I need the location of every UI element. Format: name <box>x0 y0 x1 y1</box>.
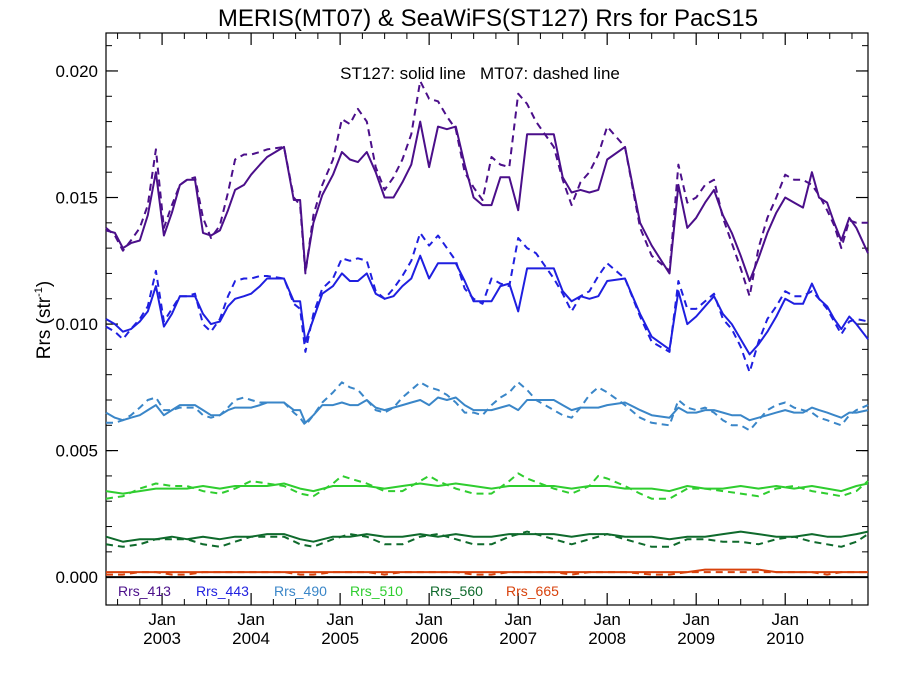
x-tick-label-year: 2006 <box>410 629 448 648</box>
series-rrs-560-dashed-line <box>105 530 869 548</box>
legend: Rrs_413 Rrs_443 Rrs_490 Rrs_510 Rrs_560 Rrs_6… <box>118 583 559 599</box>
x-tick-label-year: 2004 <box>232 629 270 648</box>
series-rrs-413-solid-line <box>105 120 869 282</box>
x-tick-label-year: 2007 <box>499 629 537 648</box>
series-rrs-510-solid-line <box>105 482 869 495</box>
y-tick-label: 0.020 <box>55 62 98 81</box>
series-rrs-413-dashed-line <box>105 80 868 298</box>
series-rrs-665-solid-line <box>106 568 868 574</box>
x-tick-label-year: 2009 <box>677 629 715 648</box>
y-axis-label-end: ) <box>34 281 55 287</box>
x-tick-label-month: Jan <box>326 610 353 629</box>
x-tick-label-year: 2008 <box>588 629 626 648</box>
y-axis-label: Rrs (str-1) <box>33 281 55 359</box>
x-tick-label-month: Jan <box>237 610 264 629</box>
y-axis-label-superscript: -1 <box>33 287 45 297</box>
series-lines <box>105 80 869 576</box>
series-rrs-510-dashed-line <box>105 472 869 500</box>
y-tick-label: 0.010 <box>55 315 98 334</box>
y-tick-label: 0.015 <box>55 189 98 208</box>
y-axis: 0.000 0.005 0.010 0.015 0.020 <box>55 45 868 587</box>
series-rrs-490-dashed-line <box>106 381 869 432</box>
x-tick-label-month: Jan <box>504 610 531 629</box>
series-rrs-560-solid-line <box>105 530 869 543</box>
x-tick-label-month: Jan <box>772 610 799 629</box>
y-axis-label-main: Rrs (str <box>34 296 55 359</box>
y-tick-label: 0.000 <box>55 568 98 587</box>
x-tick-label-year: 2005 <box>321 629 359 648</box>
legend-item-rrs-413: Rrs_413 <box>118 583 171 599</box>
legend-item-rrs-665: Rrs_665 <box>506 583 559 599</box>
series-rrs-443-dashed-line <box>105 231 869 374</box>
y-tick-label: 0.005 <box>55 442 98 461</box>
line-style-annotation: ST127: solid line MT07: dashed line <box>340 64 620 83</box>
series-rrs-665-dashed-line <box>106 571 868 576</box>
x-tick-label-year: 2010 <box>766 629 804 648</box>
x-tick-label-year: 2003 <box>143 629 181 648</box>
series-rrs-443-solid-line <box>105 254 869 356</box>
x-tick-label-month: Jan <box>682 610 709 629</box>
legend-item-rrs-443: Rrs_443 <box>196 583 249 599</box>
x-tick-label-month: Jan <box>148 610 175 629</box>
chart-title: MERIS(MT07) & SeaWiFS(ST127) Rrs for Pac… <box>218 5 758 32</box>
x-axis: Jan2003Jan2004Jan2005Jan2006Jan2007Jan20… <box>117 33 853 648</box>
x-tick-label-month: Jan <box>415 610 442 629</box>
legend-item-rrs-560: Rrs_560 <box>430 583 483 599</box>
legend-item-rrs-490: Rrs_490 <box>274 583 327 599</box>
x-tick-label-month: Jan <box>593 610 620 629</box>
legend-item-rrs-510: Rrs_510 <box>350 583 403 599</box>
